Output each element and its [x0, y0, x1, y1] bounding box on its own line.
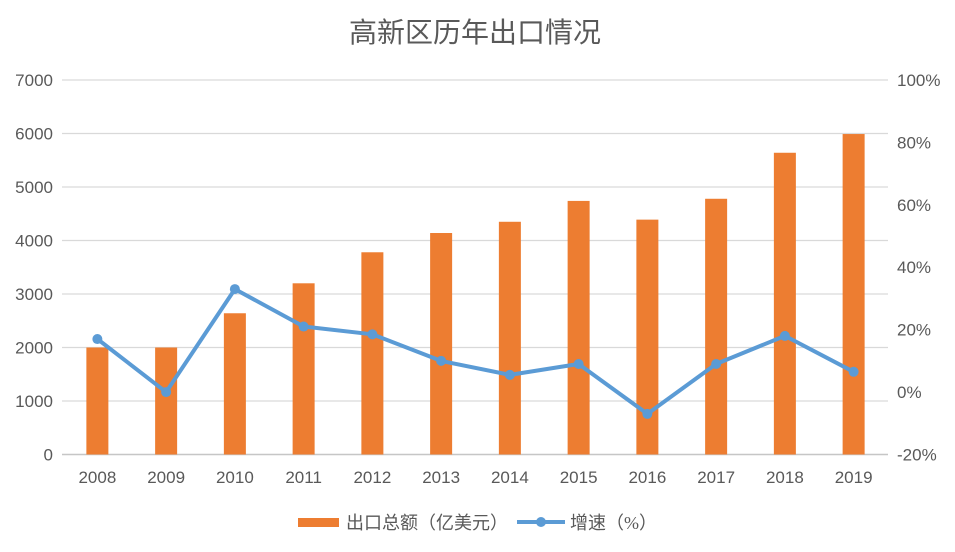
- growth-marker-2009: [161, 387, 172, 398]
- bar-2013: [430, 233, 453, 455]
- x-axis-label: 2019: [835, 468, 873, 487]
- right-axis-tick: 40%: [897, 258, 931, 277]
- gridlines-group: [62, 79, 888, 456]
- bar-2009: [155, 347, 178, 455]
- bar-2015: [567, 200, 590, 455]
- left-axis-tick: 2000: [15, 338, 53, 357]
- right-axis-tick: 80%: [897, 133, 931, 152]
- bar-2019: [842, 134, 865, 455]
- left-axis-tick: 0: [44, 445, 53, 464]
- growth-line: [95, 287, 856, 416]
- bar-2011: [292, 283, 315, 455]
- right-axis-tick: 0%: [897, 383, 922, 402]
- x-axis-label: 2015: [560, 468, 598, 487]
- x-axis-label: 2013: [422, 468, 460, 487]
- legend-line-label: 增速（%）: [570, 513, 657, 533]
- legend-bar-label: 出口总额（亿美元）: [346, 513, 508, 533]
- bar-2014: [498, 221, 521, 455]
- legend: 出口总额（亿美元） 增速（%）: [298, 513, 657, 533]
- x-axis-label: 2014: [491, 468, 529, 487]
- left-axis-tick: 5000: [15, 178, 53, 197]
- legend-bar-swatch-icon: [298, 518, 339, 527]
- growth-marker-2019: [848, 366, 859, 377]
- x-axis-label: 2011: [285, 468, 322, 487]
- right-axis-tick: 20%: [897, 321, 931, 340]
- growth-marker-2018: [779, 330, 790, 341]
- x-axis-label: 2008: [78, 468, 116, 487]
- right-axis-tick: 100%: [897, 71, 940, 90]
- growth-marker-2015: [573, 358, 584, 369]
- growth-marker-2010: [229, 284, 240, 295]
- left-axis-tick: 1000: [15, 392, 53, 411]
- x-axis-label: 2010: [216, 468, 254, 487]
- left-axis-tick: 6000: [15, 124, 53, 143]
- growth-marker-2008: [92, 334, 103, 345]
- bar-2018: [773, 152, 796, 455]
- growth-marker-2012: [367, 329, 378, 340]
- x-axis-label: 2017: [697, 468, 735, 487]
- left-axis-tick: 7000: [15, 71, 53, 90]
- bar-2012: [361, 252, 384, 455]
- growth-marker-2016: [642, 408, 653, 419]
- right-axis-tick: 60%: [897, 196, 931, 215]
- growth-marker-2011: [298, 321, 309, 332]
- left-axis-tick: 3000: [15, 285, 53, 304]
- x-axis-label: 2009: [147, 468, 185, 487]
- axis-labels-group: 0 1000 2000 3000 4000 5000 6000 7000 -20% 0% 20% 40…: [15, 71, 940, 487]
- bar-2010: [223, 313, 246, 455]
- bar-2008: [86, 347, 109, 455]
- x-axis-label: 2016: [628, 468, 666, 487]
- right-axis-tick: -20%: [897, 445, 937, 464]
- chart-title: 高新区历年出口情况: [349, 17, 601, 49]
- x-axis-label: 2012: [353, 468, 391, 487]
- left-axis-tick: 4000: [15, 231, 53, 250]
- growth-marker-2013: [436, 355, 447, 366]
- x-axis-label: 2018: [766, 468, 804, 487]
- bar-2016: [636, 219, 659, 455]
- legend-line-marker-icon: [536, 517, 546, 527]
- bar-2017: [705, 198, 728, 455]
- growth-marker-2017: [711, 358, 722, 369]
- growth-marker-2014: [504, 369, 515, 380]
- line-series-group: [92, 284, 859, 419]
